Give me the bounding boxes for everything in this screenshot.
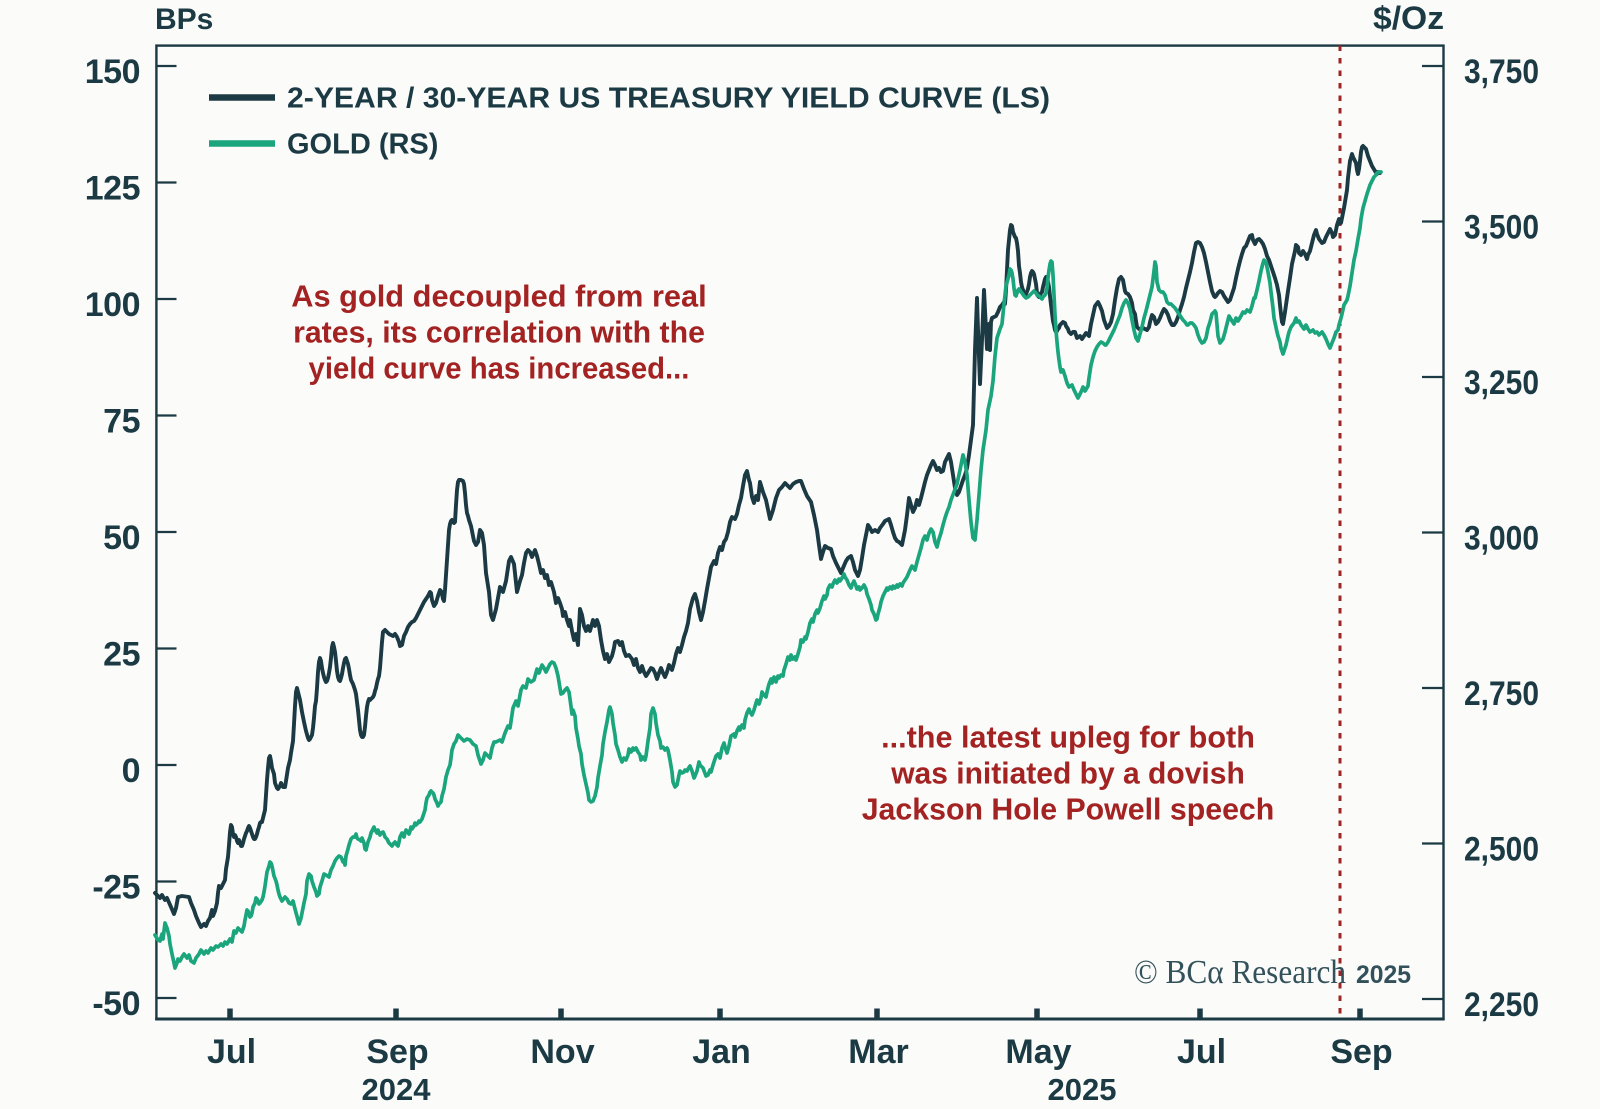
svg-text:Jackson Hole Powell speech: Jackson Hole Powell speech <box>862 792 1275 827</box>
svg-text:Jul: Jul <box>1177 1033 1226 1071</box>
svg-text:25: 25 <box>103 635 140 673</box>
svg-text:Sep: Sep <box>1330 1033 1392 1071</box>
svg-text:...the latest upleg for both: ...the latest upleg for both <box>881 720 1255 755</box>
svg-text:Nov: Nov <box>530 1033 594 1071</box>
svg-text:2025: 2025 <box>1048 1072 1117 1107</box>
svg-text:3,000: 3,000 <box>1464 519 1539 557</box>
svg-text:Jul: Jul <box>207 1033 256 1071</box>
svg-text:100: 100 <box>85 286 140 324</box>
svg-text:2024: 2024 <box>362 1072 432 1107</box>
svg-text:2-YEAR / 30-YEAR US TREASURY Y: 2-YEAR / 30-YEAR US TREASURY YIELD CURVE… <box>287 83 1050 115</box>
svg-text:125: 125 <box>85 169 140 207</box>
svg-text:-50: -50 <box>92 985 140 1023</box>
svg-text:yield curve has increased...: yield curve has increased... <box>309 351 690 386</box>
svg-text:© BCα Research: © BCα Research <box>1134 954 1346 991</box>
svg-text:3,750: 3,750 <box>1464 53 1539 91</box>
svg-text:rates, its correlation with th: rates, its correlation with the <box>293 315 705 350</box>
svg-text:50: 50 <box>103 519 140 557</box>
svg-text:BPs: BPs <box>155 3 213 36</box>
svg-text:Sep: Sep <box>366 1033 428 1071</box>
svg-text:2,250: 2,250 <box>1464 986 1539 1024</box>
svg-text:3,250: 3,250 <box>1464 364 1539 402</box>
svg-text:was initiated by a dovish: was initiated by a dovish <box>890 756 1245 791</box>
svg-text:As gold decoupled from real: As gold decoupled from real <box>291 279 706 314</box>
svg-text:3,500: 3,500 <box>1464 208 1539 246</box>
svg-text:0: 0 <box>122 752 140 790</box>
svg-text:75: 75 <box>103 402 140 440</box>
svg-text:Mar: Mar <box>848 1033 908 1071</box>
svg-text:May: May <box>1005 1033 1071 1071</box>
svg-text:2025: 2025 <box>1356 961 1411 989</box>
svg-text:GOLD (RS): GOLD (RS) <box>287 129 438 161</box>
svg-text:2,750: 2,750 <box>1464 675 1539 713</box>
svg-text:-25: -25 <box>92 868 140 906</box>
svg-text:Jan: Jan <box>692 1033 751 1071</box>
svg-text:150: 150 <box>85 53 140 91</box>
svg-text:2,500: 2,500 <box>1464 830 1539 868</box>
svg-text:$/Oz: $/Oz <box>1373 0 1444 36</box>
